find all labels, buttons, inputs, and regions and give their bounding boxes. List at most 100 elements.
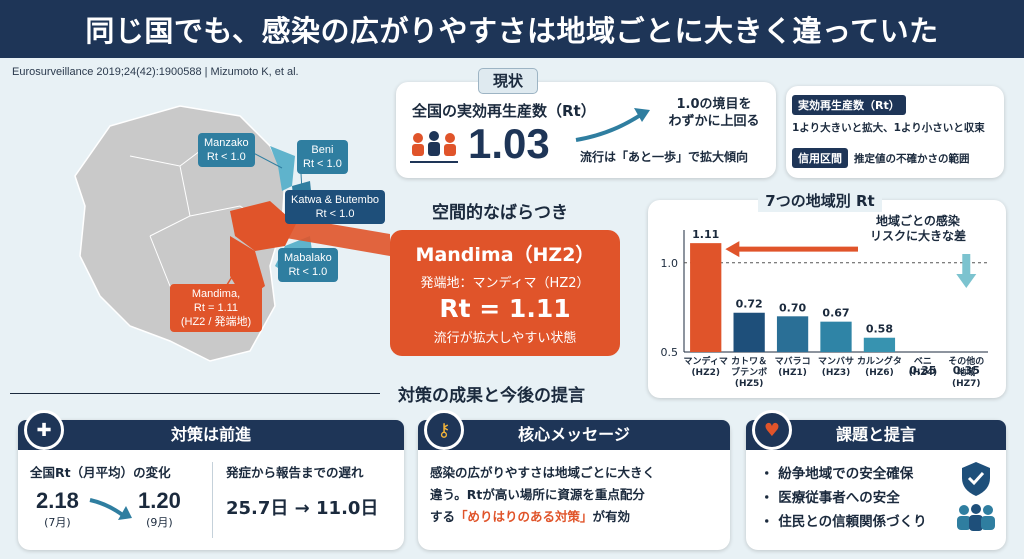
y-tick-label: 0.5 [661,346,679,359]
data-label: 0.35 [909,364,936,377]
bottom-divider-left [10,393,380,394]
map-label-beni-name: Beni [311,144,334,156]
issues-item: ・ 医療従事者への安全 [760,490,900,506]
mandima-card-rt: Rt = 1.11 [439,294,571,323]
page-title: 同じ国でも、感染の広がりやすさは地域ごとに大きく違っていた [85,14,939,48]
above-note-line1: 1.0の境目を [676,97,752,112]
bar [776,316,809,352]
measures-from: 2.18 (7月) [36,488,79,530]
message-line3: する「めりはりのある対策」が有効 [430,506,726,528]
definition-ci: 信用区間 推定値の不確かさの範囲 [792,148,1002,168]
bar [820,321,852,352]
trend-note: 流行は「あと一歩」で拡大傾向 [580,150,749,164]
y-tick-label: 1.0 [661,257,679,270]
highlight-arrowhead-icon [725,241,740,258]
measures-head: 対策は前進 [18,420,404,450]
above-note: 1.0の境目を わずかに上回る [658,96,770,130]
map-label-manzako-name: Manzako [204,137,249,149]
syringe-icon: ✚ [24,410,64,450]
down-arrow-icon [962,254,971,274]
message-line3-post: が有効 [592,509,631,524]
x-tick-label: マバラコ [775,356,811,367]
down-arrowhead-icon [956,274,977,288]
x-tick-label: ブテンボ [731,366,767,378]
mandima-card-title: Mandima（HZ2） [415,244,595,266]
x-tick-label: 地域 [957,366,975,378]
key-icon: ⚷ [424,410,464,450]
map-label-mandima: Mandima, Rt = 1.11 (HZ2 / 発端地) [170,284,262,332]
map-label-katwa: Katwa & Butembo Rt < 1.0 [285,190,386,224]
x-tick-label: ベニ [914,356,932,367]
definition-rt-tag: 実効再生産数（Rt） [792,95,906,115]
shield-icon [962,462,990,496]
drc-map [74,105,390,362]
message-emphasis: 「めりはりのある対策」 [455,509,593,524]
data-label: 0.58 [866,323,893,336]
x-tick-label: (HZ7) [952,379,981,389]
caring-hand-icon: ♥ [752,410,792,450]
definition-rt: 実効再生産数（Rt） 1より大きいと拡大、1より小さいと収束 [792,94,1002,135]
x-tick-label: (HZ5) [735,379,764,389]
map-label-katwa-rt: Rt < 1.0 [315,208,355,220]
data-label: 0.35 [953,364,980,377]
measures-separator [212,462,213,538]
map-label-beni: Beni Rt < 1.0 [297,140,348,174]
status-card [396,82,776,178]
map-label-mabalako: Mabalako Rt < 1.0 [278,248,338,282]
chart-note-line1: 地域ごとの感染 [876,214,960,228]
map-region-mandima [230,201,296,251]
map-label-mabalako-rt: Rt < 1.0 [288,266,328,278]
map-label-mandima-sub: (HZ2 / 発端地) [180,316,252,328]
x-tick-label: (HZ4) [909,368,938,378]
trend-arrow-icon [575,108,650,142]
bottom-title: 対策の成果と今後の提言 [398,386,585,406]
data-label: 0.70 [779,301,806,314]
people-icon [408,128,460,168]
map-label-mandima-rt: Rt = 1.11 [193,302,239,314]
x-tick-label: (HZ6) [865,368,894,378]
x-tick-label: (HZ1) [778,368,807,378]
message-head: 核心メッセージ [418,420,730,450]
message-line1: 感染の広がりやすさは地域ごとに大きく [430,465,656,480]
definition-ci-text: 推定値の不確かさの範囲 [854,152,970,165]
mandima-card-note: 流行が拡大しやすい状態 [433,331,577,346]
national-rt-value: 1.03 [468,120,550,167]
definition-rt-text: 1より大きいと拡大、1より小さいと収束 [792,122,985,134]
x-tick-label: カトワ＆ [731,356,767,367]
community-icon [957,504,995,531]
citation: Eurosurveillance 2019;24(42):1900588 | M… [12,66,299,78]
chart-note: 地域ごとの感染 リスクに大きな差 [862,214,974,244]
x-tick-label: (HZ3) [822,368,851,378]
measures-to-value: 1.20 [138,488,181,513]
message-line3-pre: する [430,509,456,524]
x-tick-label: (HZ2) [691,368,720,378]
measures-to-month: (9月) [146,516,173,529]
data-label: 0.67 [822,307,849,320]
measures-from-value: 2.18 [36,488,79,513]
mandima-card: Mandima（HZ2） 発端地：マンディマ（HZ2） Rt = 1.11 流行… [390,230,620,356]
measures-from-month: (7月) [44,516,71,529]
measures-rt-label: 全国Rt（月平均）の変化 [30,465,171,480]
bar [863,337,896,352]
mandima-card-origin: 発端地：マンディマ（HZ2） [420,276,590,291]
chart-title: 7つの地域別 Rt [758,190,882,212]
above-note-line2: わずかに上回る [668,114,760,129]
message-body: 感染の広がりやすさは地域ごとに大きく 違う。Rtが高い場所に資源を重点配分 する… [430,462,726,528]
bar [690,243,722,352]
map-label-katwa-name: Katwa & Butembo [291,194,380,206]
issues-item: ・ 紛争地域での安全確保 [760,466,914,482]
map-label-mabalako-name: Mabalako [284,252,332,264]
map-region-north [270,146,295,191]
map-label-beni-rt: Rt < 1.0 [303,158,342,170]
message-line2: 違う。Rtが高い場所に資源を重点配分 [430,487,645,502]
decrease-arrow-icon [89,498,132,520]
issues-item: ・ 住民との信頼関係づくり [760,514,927,530]
issues-list: ・ 紛争地域での安全確保 ・ 医療従事者への安全 ・ 住民との信頼関係づくり [760,462,927,534]
map-label-manzako-rt: Rt < 1.0 [206,151,246,163]
map-label-manzako: Manzako Rt < 1.0 [198,133,255,167]
data-label: 1.11 [692,228,719,241]
measures-delay-label: 発症から報告までの遅れ [226,465,364,480]
data-label: 0.72 [736,298,763,311]
x-tick-label: その他の [948,355,984,367]
x-tick-label: カルングタ [857,355,902,367]
